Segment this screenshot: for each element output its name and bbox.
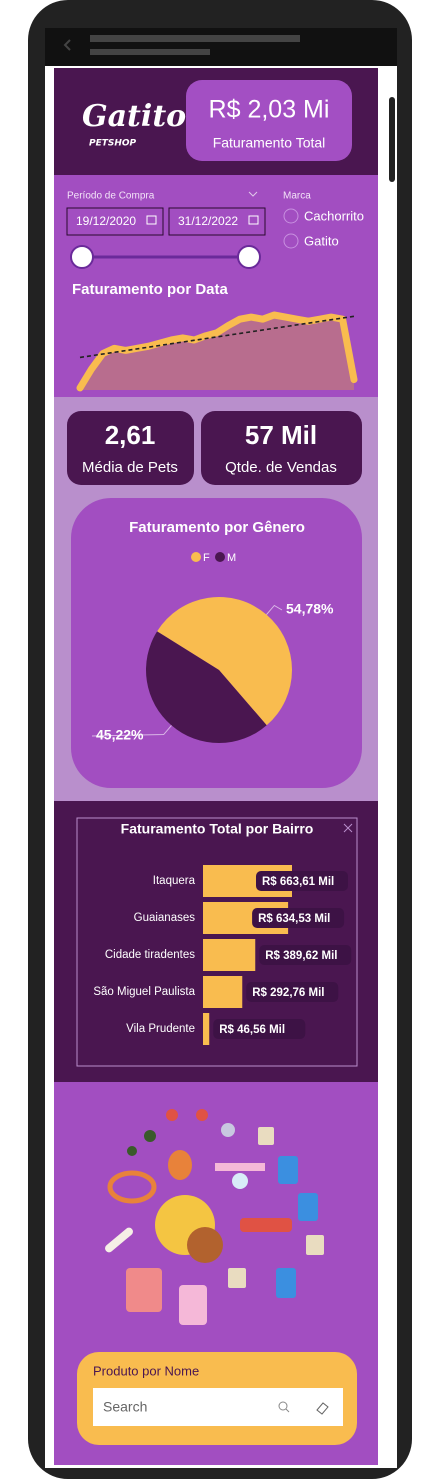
line [76, 311, 358, 392]
calendar-icon [248, 215, 259, 225]
kpi-card [67, 411, 194, 485]
chevron[interactable] [248, 191, 258, 197]
data-label: 45,22% [96, 727, 144, 743]
scrollbar[interactable] [389, 97, 395, 182]
back-icon[interactable] [63, 39, 71, 51]
date-start: 19/12/2020 [76, 214, 136, 228]
category-label: Itaquera [153, 875, 196, 887]
category-label: Cidade tiradentes [105, 949, 195, 961]
bar [203, 976, 243, 1008]
data-label: R$ 292,76 Mil [252, 987, 324, 999]
legend-swatch [191, 552, 201, 562]
label-pill [246, 982, 339, 1002]
leader-line [266, 604, 283, 615]
placeholder [90, 35, 300, 42]
bar [203, 939, 256, 971]
category-label: Guaianases [134, 912, 196, 924]
label-pill [256, 871, 348, 891]
decoration [105, 1109, 324, 1325]
search-icon[interactable] [278, 1401, 288, 1411]
kpi-card [201, 411, 362, 485]
search-placeholder: Search [103, 1399, 147, 1415]
bar-frame [76, 817, 358, 1067]
data-label: 54,78% [286, 601, 334, 617]
checkbox[interactable] [283, 208, 299, 224]
leader-line [91, 725, 172, 737]
kpi-label: Qtde. de Vendas [225, 459, 337, 476]
calendar-icon [146, 215, 157, 225]
data-label: R$ 663,61 Mil [262, 876, 334, 888]
filter-label: Período de Compra [67, 191, 155, 202]
slider-handle[interactable] [70, 245, 94, 269]
slider-handle[interactable] [237, 245, 261, 269]
brand-option: Cachorrito [304, 208, 364, 223]
checkbox[interactable] [283, 233, 299, 249]
date-end: 31/12/2022 [178, 214, 238, 228]
data-label: R$ 389,62 Mil [265, 950, 337, 962]
brand-option: Gatito [304, 233, 339, 248]
category-label: São Miguel Paulista [93, 986, 195, 998]
label-pill [252, 908, 345, 928]
area [80, 315, 354, 390]
category-label: Vila Prudente [126, 1023, 195, 1035]
logo-title: Gatito [82, 99, 186, 134]
chart-title: Faturamento por Gênero [129, 519, 305, 536]
legend-label: M [227, 552, 236, 564]
pie-slice [157, 597, 292, 726]
logo-subtitle: PETSHOP [89, 139, 137, 149]
chart-title: Faturamento por Data [72, 281, 229, 298]
label-pill [259, 945, 352, 965]
search-title: Produto por Nome [93, 1363, 199, 1378]
chart-title: Faturamento Total por Bairro [121, 821, 314, 837]
kpi-value: 2,61 [105, 420, 156, 450]
kpi-value: R$ 2,03 Mi [209, 96, 330, 124]
kpi-label: Média de Pets [82, 459, 178, 476]
placeholder [90, 49, 210, 55]
kpi-card [186, 80, 352, 161]
eraser-icon[interactable] [316, 1402, 329, 1415]
legend-label: F [203, 552, 210, 564]
kpi-value: 57 Mil [245, 420, 317, 450]
top-bar [45, 28, 397, 66]
filter-label: Marca [283, 191, 311, 202]
data-label: R$ 634,53 Mil [258, 913, 330, 925]
search-input[interactable] [93, 1388, 343, 1426]
legend-swatch [215, 552, 225, 562]
pie-slice [145, 631, 267, 744]
data-label: R$ 46,56 Mil [219, 1024, 285, 1036]
kpi-label: Faturamento Total [213, 135, 326, 151]
search-icon [285, 1408, 290, 1413]
close-icon[interactable] [343, 823, 353, 833]
label-pill [213, 1019, 306, 1039]
bar [203, 1013, 210, 1045]
